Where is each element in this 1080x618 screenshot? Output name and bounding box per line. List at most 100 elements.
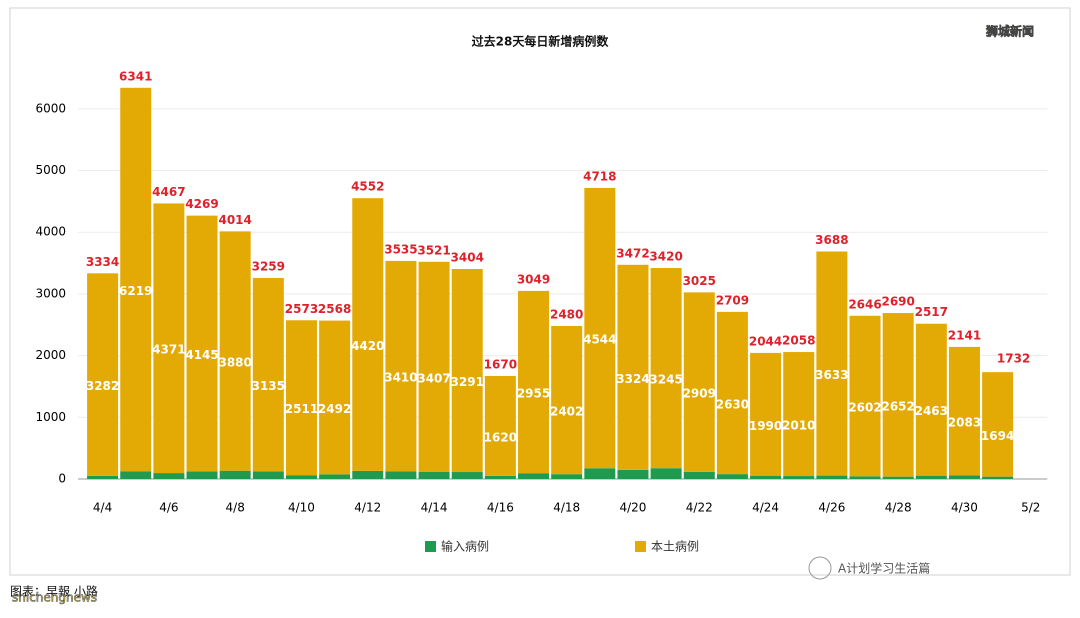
total-label: 3472 [616, 246, 649, 260]
bar-segment [385, 260, 417, 472]
x-tick-label: 5/2 [1021, 501, 1040, 515]
value-label: 2602 [848, 401, 881, 415]
bar-segment [915, 323, 947, 476]
source: 图表：早報 小路 [10, 584, 98, 599]
bar-segment [484, 475, 516, 479]
value-label: 3245 [649, 373, 682, 387]
bar-segment [750, 475, 782, 479]
total-label: 2517 [915, 305, 948, 319]
bar-segment [816, 475, 848, 479]
bar-segment [451, 268, 483, 473]
bar-segment [849, 476, 881, 479]
value-label: 4420 [351, 339, 384, 353]
legend-label: 输入病例 [441, 539, 489, 554]
bar-segment [484, 375, 516, 476]
bar-segment [716, 474, 748, 479]
x-tick-label: 4/20 [619, 501, 646, 515]
total-label: 3535 [384, 242, 417, 256]
total-label: 3334 [86, 255, 119, 269]
total-label: 3688 [815, 233, 848, 247]
bar-segment [584, 468, 616, 479]
value-label: 4145 [185, 348, 218, 362]
x-tick-label: 4/8 [226, 501, 245, 515]
bar-segment [816, 251, 848, 476]
x-tick-label: 4/30 [951, 501, 978, 515]
bar-segment [518, 290, 550, 474]
bar-segment [87, 273, 119, 476]
x-tick-label: 4/12 [354, 501, 381, 515]
total-label: 6341 [119, 69, 152, 83]
value-label: 1694 [981, 429, 1014, 443]
total-label: 3420 [649, 250, 682, 264]
bar-segment [982, 372, 1014, 477]
bar-segment [683, 292, 715, 472]
bar-segment [352, 470, 384, 479]
chart-title: 过去28天每日新增病例数 [472, 34, 610, 49]
value-label: 2909 [683, 387, 716, 401]
value-label: 1990 [749, 419, 782, 433]
value-label: 2492 [318, 402, 351, 416]
total-label: 4718 [583, 169, 616, 183]
x-tick-label: 4/28 [885, 501, 912, 515]
y-tick-label: 3000 [35, 286, 66, 300]
watermark: shichengnews [12, 591, 97, 605]
wechat-icon [808, 556, 832, 580]
bar-segment [650, 468, 682, 479]
bar-segment [882, 313, 914, 477]
legend-label: 本土病例 [651, 539, 699, 554]
total-label: 3521 [417, 243, 450, 257]
x-tick-label: 4/18 [553, 501, 580, 515]
bar-segment [186, 215, 218, 472]
bar-segment [948, 346, 980, 476]
bar-segment [186, 471, 218, 479]
bar-segment [882, 476, 914, 479]
value-label: 3880 [218, 356, 251, 370]
value-label: 3282 [86, 379, 119, 393]
bar-segment [783, 352, 815, 477]
y-tick-label: 0 [58, 472, 66, 486]
bar-segment [617, 264, 649, 470]
bar-segment [948, 475, 980, 479]
total-label: 2573 [285, 302, 318, 316]
total-label: 1732 [997, 352, 1030, 366]
total-label: 4467 [152, 185, 185, 199]
bar-segment [584, 187, 616, 469]
total-label: 2646 [848, 297, 881, 311]
value-label: 2402 [550, 405, 583, 419]
total-label: 2568 [318, 302, 351, 316]
bar-segment [783, 476, 815, 479]
y-tick-label: 5000 [35, 163, 66, 177]
bar-segment [982, 476, 1014, 479]
bar-segment [219, 231, 251, 471]
y-tick-label: 1000 [35, 410, 66, 424]
legend-swatch [635, 541, 646, 552]
bar-segment [153, 203, 185, 474]
bar-segment [285, 320, 317, 476]
value-label: 2010 [782, 419, 815, 433]
bar-segment [551, 326, 583, 475]
watermark: A计划学习生活篇 [838, 561, 930, 576]
y-tick-label: 4000 [35, 225, 66, 239]
value-label: 3324 [616, 372, 649, 386]
bar-segment [418, 471, 450, 479]
total-label: 3404 [451, 250, 484, 264]
value-label: 2511 [285, 402, 318, 416]
value-label: 3633 [815, 368, 848, 382]
value-label: 3410 [384, 371, 417, 385]
x-tick-label: 4/16 [487, 501, 514, 515]
value-label: 2652 [881, 399, 914, 413]
bar-segment [219, 470, 251, 479]
x-tick-label: 4/24 [752, 501, 779, 515]
bar-segment [915, 475, 947, 479]
total-label: 4269 [185, 197, 218, 211]
bar-segment [120, 471, 152, 479]
x-tick-label: 4/10 [288, 501, 315, 515]
bar-segment [120, 87, 152, 472]
total-label: 4014 [218, 213, 251, 227]
legend: 输入病例 本土病例 [425, 539, 699, 554]
value-label: 2083 [948, 416, 981, 430]
value-label: 3135 [252, 379, 285, 393]
value-label: 6219 [119, 284, 152, 298]
bar-segment [750, 352, 782, 476]
